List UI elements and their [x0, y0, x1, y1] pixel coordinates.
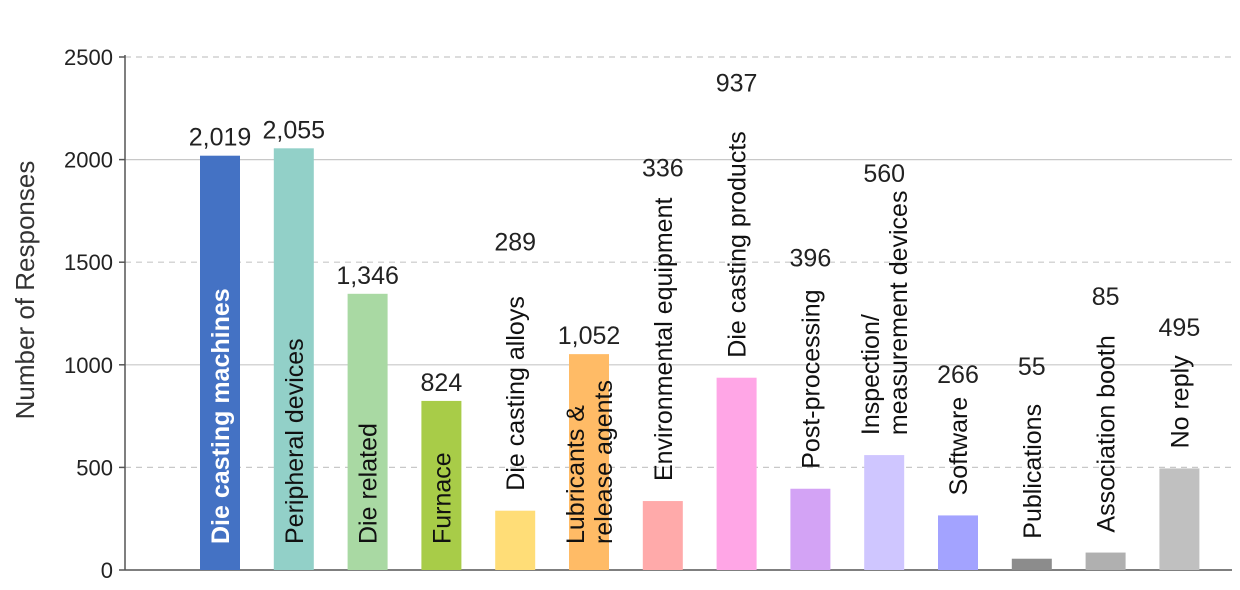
category-label: Association booth	[1093, 335, 1121, 532]
value-label: 2,055	[263, 116, 326, 144]
category-label: Software	[945, 397, 973, 496]
y-tick-label: 0	[101, 558, 113, 583]
y-tick-label: 2500	[64, 45, 113, 70]
category-label: Lubricants &	[562, 405, 590, 544]
value-label: 266	[937, 361, 979, 389]
category-label: measurement devices	[885, 191, 913, 436]
value-label: 85	[1092, 283, 1120, 311]
bar	[421, 400, 462, 570]
bar	[716, 377, 757, 570]
value-label: 396	[790, 245, 832, 273]
category-label: Publications	[1019, 404, 1047, 539]
value-label: 824	[421, 369, 463, 397]
bar	[864, 455, 905, 570]
bar	[495, 510, 536, 570]
bar	[347, 293, 388, 570]
bars: 2,019 Die casting machines 2,055 Peripheral…	[189, 70, 1201, 570]
category-label: No reply	[1166, 355, 1194, 449]
value-label: 289	[494, 228, 536, 256]
bar	[642, 501, 683, 570]
bar	[1159, 468, 1200, 570]
category-label: Die casting machines	[207, 288, 235, 544]
category-label: release agents	[590, 380, 618, 544]
value-label: 495	[1159, 314, 1201, 342]
value-label: 336	[642, 155, 684, 183]
bar	[200, 155, 240, 570]
bar	[569, 354, 609, 570]
value-label: 937	[716, 70, 758, 98]
category-label: Inspection/	[857, 314, 885, 435]
y-tick-label: 1500	[64, 250, 113, 275]
bar	[790, 488, 831, 570]
bar	[938, 515, 978, 570]
y-tick-label: 2000	[64, 148, 113, 173]
category-label: Die casting alloys	[502, 296, 530, 491]
y-tick-label: 500	[76, 455, 113, 480]
bar	[1085, 552, 1126, 570]
category-label: Furnace	[428, 452, 456, 544]
category-label: Post-processing	[797, 289, 825, 468]
value-label: 2,019	[189, 124, 252, 152]
value-label: 55	[1018, 353, 1046, 381]
category-label: Die casting products	[724, 131, 752, 358]
value-label: 1,052	[558, 322, 621, 350]
value-label: 560	[863, 160, 905, 188]
category-label: Peripheral devices	[281, 338, 309, 544]
bar	[1011, 558, 1052, 570]
bar	[273, 148, 314, 570]
category-label: Environmental equipment	[650, 198, 678, 482]
category-label: Die related	[355, 423, 383, 544]
value-label: 1,346	[336, 262, 399, 290]
y-axis-label: Number of Responses	[10, 161, 40, 420]
y-axis-ticks: 0 500 1000 1500 2000 2500	[64, 45, 125, 583]
y-tick-label: 1000	[64, 353, 113, 378]
